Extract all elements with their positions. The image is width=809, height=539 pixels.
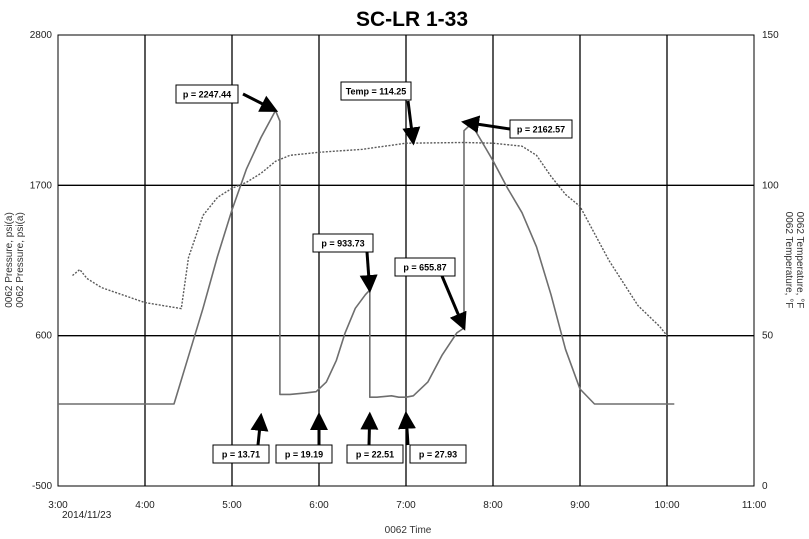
annotation-label: p = 2247.44: [183, 90, 231, 100]
annotation-box: [340, 81, 412, 101]
annotation-box: [409, 444, 467, 464]
y-left-tick-label: -500: [32, 481, 52, 492]
y-left-axis-label-2: 0062 Pressure, psi(a): [15, 212, 26, 308]
chart-title: SC-LR 1-33: [356, 8, 468, 31]
annotation-label: p = 2162.57: [517, 125, 565, 135]
y-right-axis-label-2: 0062 Temperature, °F: [794, 212, 805, 309]
annotation-box: [509, 119, 573, 139]
x-tick-label: 3:00: [48, 500, 68, 511]
y-right-tick-label: 0: [762, 481, 768, 492]
grid-lines: [58, 35, 754, 486]
y-right-tick-label: 150: [762, 30, 779, 41]
y-left-axis-ticks: -500 600 1700 2800: [30, 30, 53, 492]
annotation-label: p = 19.19: [285, 450, 323, 460]
annotation-arrow: [242, 92, 279, 112]
x-axis-label: 0062 Time: [385, 525, 432, 536]
y-left-tick-label: 1700: [30, 180, 53, 191]
x-tick-label: 4:00: [135, 500, 155, 511]
annotation-arrow: [360, 411, 379, 446]
annotation-arrow: [359, 251, 378, 294]
annotation-group: p = 2247.44 Temp = 114.25 p = 2162.57 p = 9…: [175, 81, 573, 464]
annotation-label: Temp = 114.25: [346, 87, 407, 97]
x-tick-label: 9:00: [570, 500, 590, 511]
annotation-box: [275, 444, 333, 464]
x-tick-label: 10:00: [654, 500, 679, 511]
annotation-label: p = 655.87: [403, 263, 446, 273]
x-tick-label: 6:00: [309, 500, 329, 511]
annotation-label: p = 27.93: [419, 450, 457, 460]
pressure-series-line: [58, 109, 675, 405]
annotation-label: p = 13.71: [222, 450, 260, 460]
annotation-box: [175, 84, 239, 104]
annotation-box: [394, 257, 456, 277]
annotation-arrow: [461, 115, 511, 134]
x-tick-label: 8:00: [483, 500, 503, 511]
y-right-tick-label: 50: [762, 331, 774, 342]
annotation-arrow: [440, 275, 467, 331]
annotation-label: p = 22.51: [356, 450, 394, 460]
annotation-label: p = 933.73: [321, 239, 364, 249]
y-right-tick-label: 100: [762, 180, 779, 191]
x-axis-ticks: 3:00 4:00 5:00 6:00 7:00 8:00 9:00 10:00 11:00: [48, 500, 766, 511]
series-group: [58, 109, 675, 405]
y-left-axis-label-1: 0062 Pressure, psi(a): [4, 212, 15, 308]
y-left-tick-label: 600: [35, 331, 52, 342]
x-tick-label: 11:00: [742, 500, 767, 511]
x-date-label: 2014/11/23: [62, 510, 112, 521]
annotation-arrow: [397, 410, 416, 446]
annotation-box: [346, 444, 404, 464]
x-tick-label: 7:00: [396, 500, 416, 511]
y-right-axis-ticks: 0 50 100 150: [762, 30, 779, 492]
y-right-axis-label-1: 0062 Temperature, °F: [783, 212, 794, 309]
annotation-arrow: [402, 100, 421, 146]
y-left-tick-label: 2800: [30, 30, 53, 41]
annotation-box: [312, 233, 374, 253]
annotation-arrow: [250, 412, 269, 446]
temperature-series-line: [72, 141, 668, 337]
x-tick-label: 5:00: [222, 500, 242, 511]
annotation-box: [212, 444, 270, 464]
